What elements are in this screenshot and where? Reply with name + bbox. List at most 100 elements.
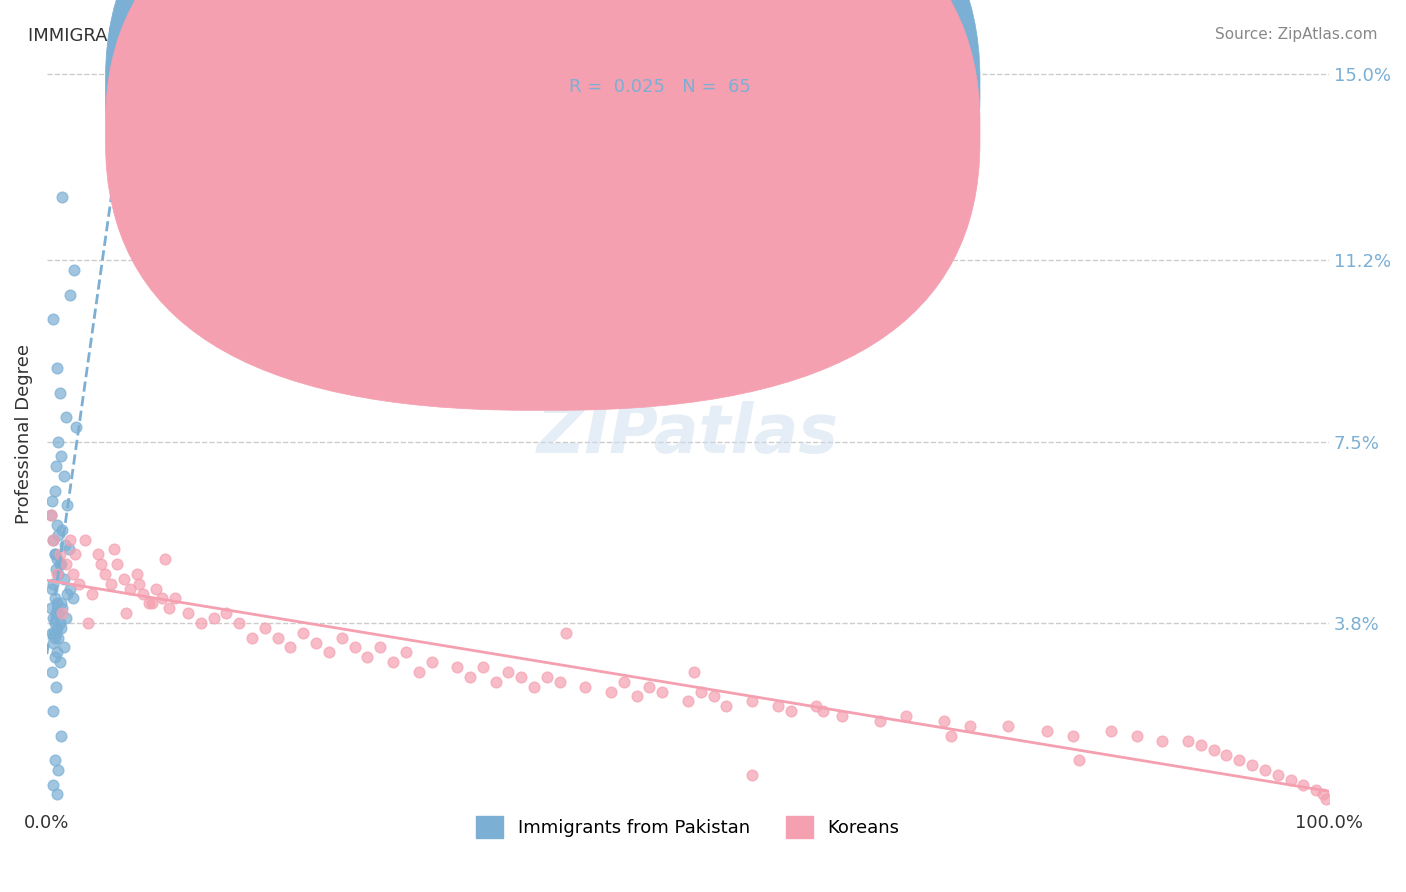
Point [536, 670, 558, 684]
Point [52, 469, 75, 483]
Point [228, 615, 250, 630]
Point [39, 601, 62, 615]
Point [368, 640, 391, 655]
Legend: Immigrants from Pakistan, Koreans: Immigrants from Pakistan, Koreans [470, 809, 907, 845]
Y-axis label: Professional Degree: Professional Degree [15, 344, 32, 524]
Point [138, 596, 160, 610]
Point [1241, 758, 1264, 772]
Point [44, 548, 66, 562]
Point [125, 566, 148, 581]
Point [676, 694, 699, 708]
Point [120, 582, 142, 596]
Point [112, 572, 135, 586]
Text: ZIPatlas: ZIPatlas [537, 401, 839, 467]
Point [651, 684, 673, 698]
Point [292, 625, 315, 640]
Point [1177, 733, 1199, 747]
Point [42, 533, 65, 547]
Text: Source: ZipAtlas.com: Source: ZipAtlas.com [1215, 27, 1378, 42]
Point [1254, 763, 1277, 777]
Point [46, 621, 69, 635]
Point [48, 558, 70, 572]
Point [600, 684, 623, 698]
Point [46, 566, 69, 581]
Point [46, 518, 69, 533]
Point [1062, 729, 1084, 743]
Point [103, 542, 125, 557]
Point [67, 576, 90, 591]
Point [1202, 743, 1225, 757]
Point [48, 385, 70, 400]
Point [44, 548, 66, 562]
Point [41, 493, 63, 508]
Point [59, 287, 82, 301]
Point [804, 699, 827, 714]
Point [811, 704, 834, 718]
Point [741, 768, 763, 782]
Point [55, 410, 77, 425]
Point [132, 586, 155, 600]
Point [51, 601, 73, 615]
Point [305, 635, 328, 649]
Point [471, 660, 494, 674]
Point [150, 591, 173, 606]
Point [382, 655, 405, 669]
Point [683, 665, 706, 679]
Point [48, 763, 70, 777]
Point [741, 694, 763, 708]
Point [49, 596, 72, 610]
Point [510, 670, 533, 684]
Point [1099, 723, 1122, 738]
Point [63, 548, 86, 562]
Point [45, 562, 67, 576]
Point [689, 684, 711, 698]
Point [65, 420, 87, 434]
Point [46, 788, 69, 802]
Point [638, 680, 661, 694]
Point [42, 576, 65, 591]
Point [44, 591, 66, 606]
Point [831, 709, 853, 723]
Point [555, 625, 578, 640]
Point [48, 631, 70, 645]
Point [869, 714, 891, 728]
Point [574, 680, 596, 694]
Point [42, 778, 65, 792]
Point [56, 499, 79, 513]
Point [626, 690, 648, 704]
Point [62, 263, 84, 277]
Point [75, 533, 97, 547]
Point [485, 674, 508, 689]
Point [894, 709, 917, 723]
Point [997, 719, 1019, 733]
Point [153, 552, 176, 566]
Point [240, 631, 263, 645]
Point [48, 606, 70, 620]
Point [48, 434, 70, 449]
Point [42, 312, 65, 326]
Point [1312, 788, 1334, 802]
Point [215, 606, 238, 620]
Point [939, 729, 962, 743]
Point [420, 655, 443, 669]
Point [39, 508, 62, 523]
Point [959, 719, 981, 733]
Point [1152, 733, 1174, 747]
Point [48, 566, 70, 581]
Point [266, 631, 288, 645]
Point [190, 615, 212, 630]
Point [330, 631, 353, 645]
Point [395, 645, 418, 659]
Point [48, 548, 70, 562]
Point [48, 528, 70, 542]
Point [41, 582, 63, 596]
Point [90, 558, 112, 572]
Point [46, 645, 69, 659]
Point [523, 680, 546, 694]
Point [55, 558, 77, 572]
Point [42, 533, 65, 547]
Point [498, 665, 520, 679]
Point [41, 625, 63, 640]
Point [716, 699, 738, 714]
Point [934, 714, 956, 728]
